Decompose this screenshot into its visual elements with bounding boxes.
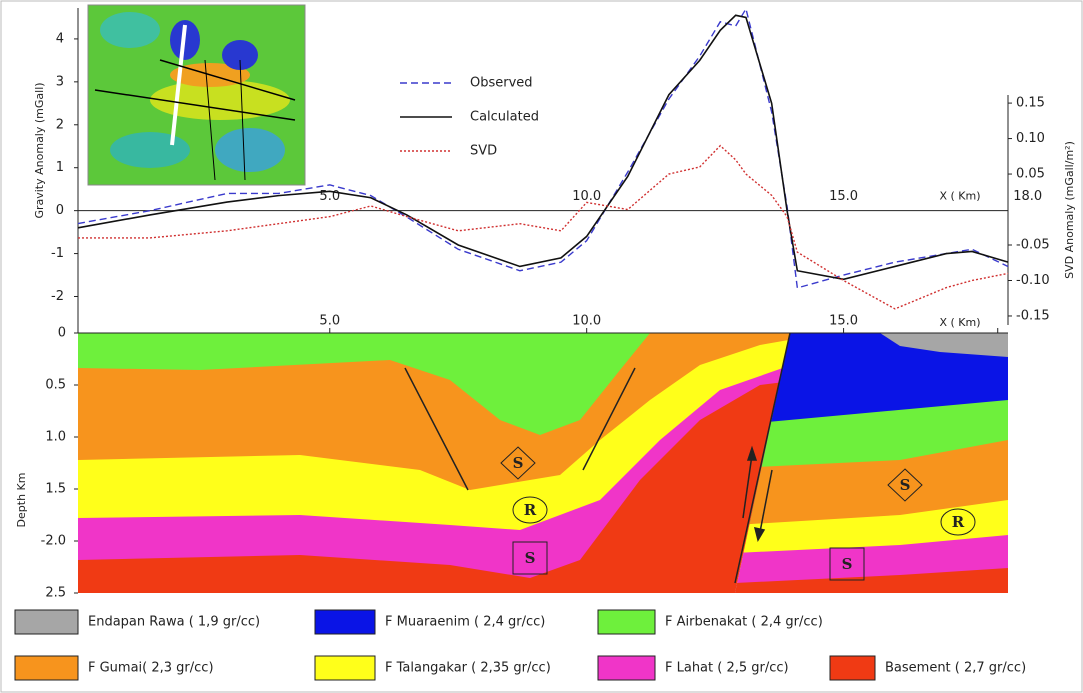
legend-label: F Lahat ( 2,5 gr/cc)	[665, 661, 789, 676]
legend-label: Calculated	[470, 110, 539, 125]
y-tick-label: -2	[51, 289, 64, 304]
legend-label: F Gumai( 2,3 gr/cc)	[88, 661, 214, 676]
cross-section: 0 0.5 1.0 1.5 -2.0 2.5 Depth Km	[15, 326, 1008, 601]
legend-label: F Airbenakat ( 2,4 gr/cc)	[665, 615, 823, 630]
legend-label: Endapan Rawa ( 1,9 gr/cc)	[88, 615, 260, 630]
y-tick-label: -2.0	[41, 534, 66, 549]
y2-tick-label: 0.15	[1016, 96, 1045, 111]
section-label: S	[513, 454, 524, 472]
section-label: R	[952, 513, 965, 531]
y-tick-label: 1	[56, 160, 64, 175]
series-line	[77, 7, 1009, 289]
y-axis-label: Gravity Anomaly (mGall)	[33, 82, 46, 218]
layer	[880, 333, 1008, 357]
section-label: S	[900, 476, 911, 494]
y2-tick-label: 0.05	[1016, 167, 1045, 182]
y-tick-label: 2.5	[45, 586, 66, 601]
legend-swatch	[314, 609, 376, 635]
y-tick-label: 3	[56, 74, 64, 89]
section-symbols	[500, 446, 976, 581]
series-line	[78, 144, 1009, 310]
series-line	[77, 14, 1009, 281]
gravity-chart: -2-101234-0.15-0.10-0.050.050.100.155.05…	[33, 7, 1076, 334]
x-tick-label: 18.0	[1013, 189, 1042, 204]
legend-label: SVD	[470, 144, 497, 159]
x-axis-label: X ( Km)	[939, 190, 980, 203]
y-axis-label: Depth Km	[15, 473, 28, 528]
y-tick-label: 1.5	[45, 482, 66, 497]
x-tick-label: 5.0	[319, 314, 340, 329]
legend-swatch	[829, 655, 876, 681]
legend-swatch	[597, 609, 656, 635]
y-tick-label: 1.0	[45, 430, 66, 445]
y2-axis-label: SVD Anomaly (mGall/m²)	[1063, 141, 1076, 279]
legend-swatch	[314, 655, 376, 681]
section-label: S	[525, 549, 536, 567]
layer	[735, 535, 1008, 593]
x-tick-label: 10.0	[572, 189, 601, 204]
legend-label: Observed	[470, 76, 533, 91]
x-axis-label: X ( Km)	[939, 316, 980, 329]
legend-swatch	[597, 655, 656, 681]
y-tick-label: 4	[56, 31, 64, 46]
legend-label: Basement ( 2,7 gr/cc)	[885, 661, 1026, 676]
x-tick-label: 15.0	[829, 314, 858, 329]
section-label: S	[842, 555, 853, 573]
inset-map	[87, 4, 306, 186]
y-tick-label: -1	[51, 246, 64, 261]
legend-label: F Muaraenim ( 2,4 gr/cc)	[385, 615, 545, 630]
y-tick-label: 0	[56, 203, 64, 218]
y2-tick-label: 0.10	[1016, 131, 1045, 146]
section-label: R	[524, 501, 537, 519]
x-tick-label: 10.0	[572, 314, 601, 329]
faults	[404, 332, 791, 584]
y-tick-label: 0	[58, 326, 66, 341]
y2-tick-label: -0.10	[1016, 273, 1050, 288]
y-tick-label: 2	[56, 117, 64, 132]
legend-label: F Talangakar ( 2,35 gr/cc)	[385, 661, 551, 676]
legend-swatch	[14, 655, 79, 681]
y2-tick-label: -0.05	[1016, 238, 1050, 253]
x-tick-label: 15.0	[829, 189, 858, 204]
legend-swatch	[14, 609, 79, 635]
layer	[735, 568, 1008, 593]
y-tick-label: 0.5	[45, 378, 66, 393]
y2-tick-label: -0.15	[1016, 308, 1050, 323]
